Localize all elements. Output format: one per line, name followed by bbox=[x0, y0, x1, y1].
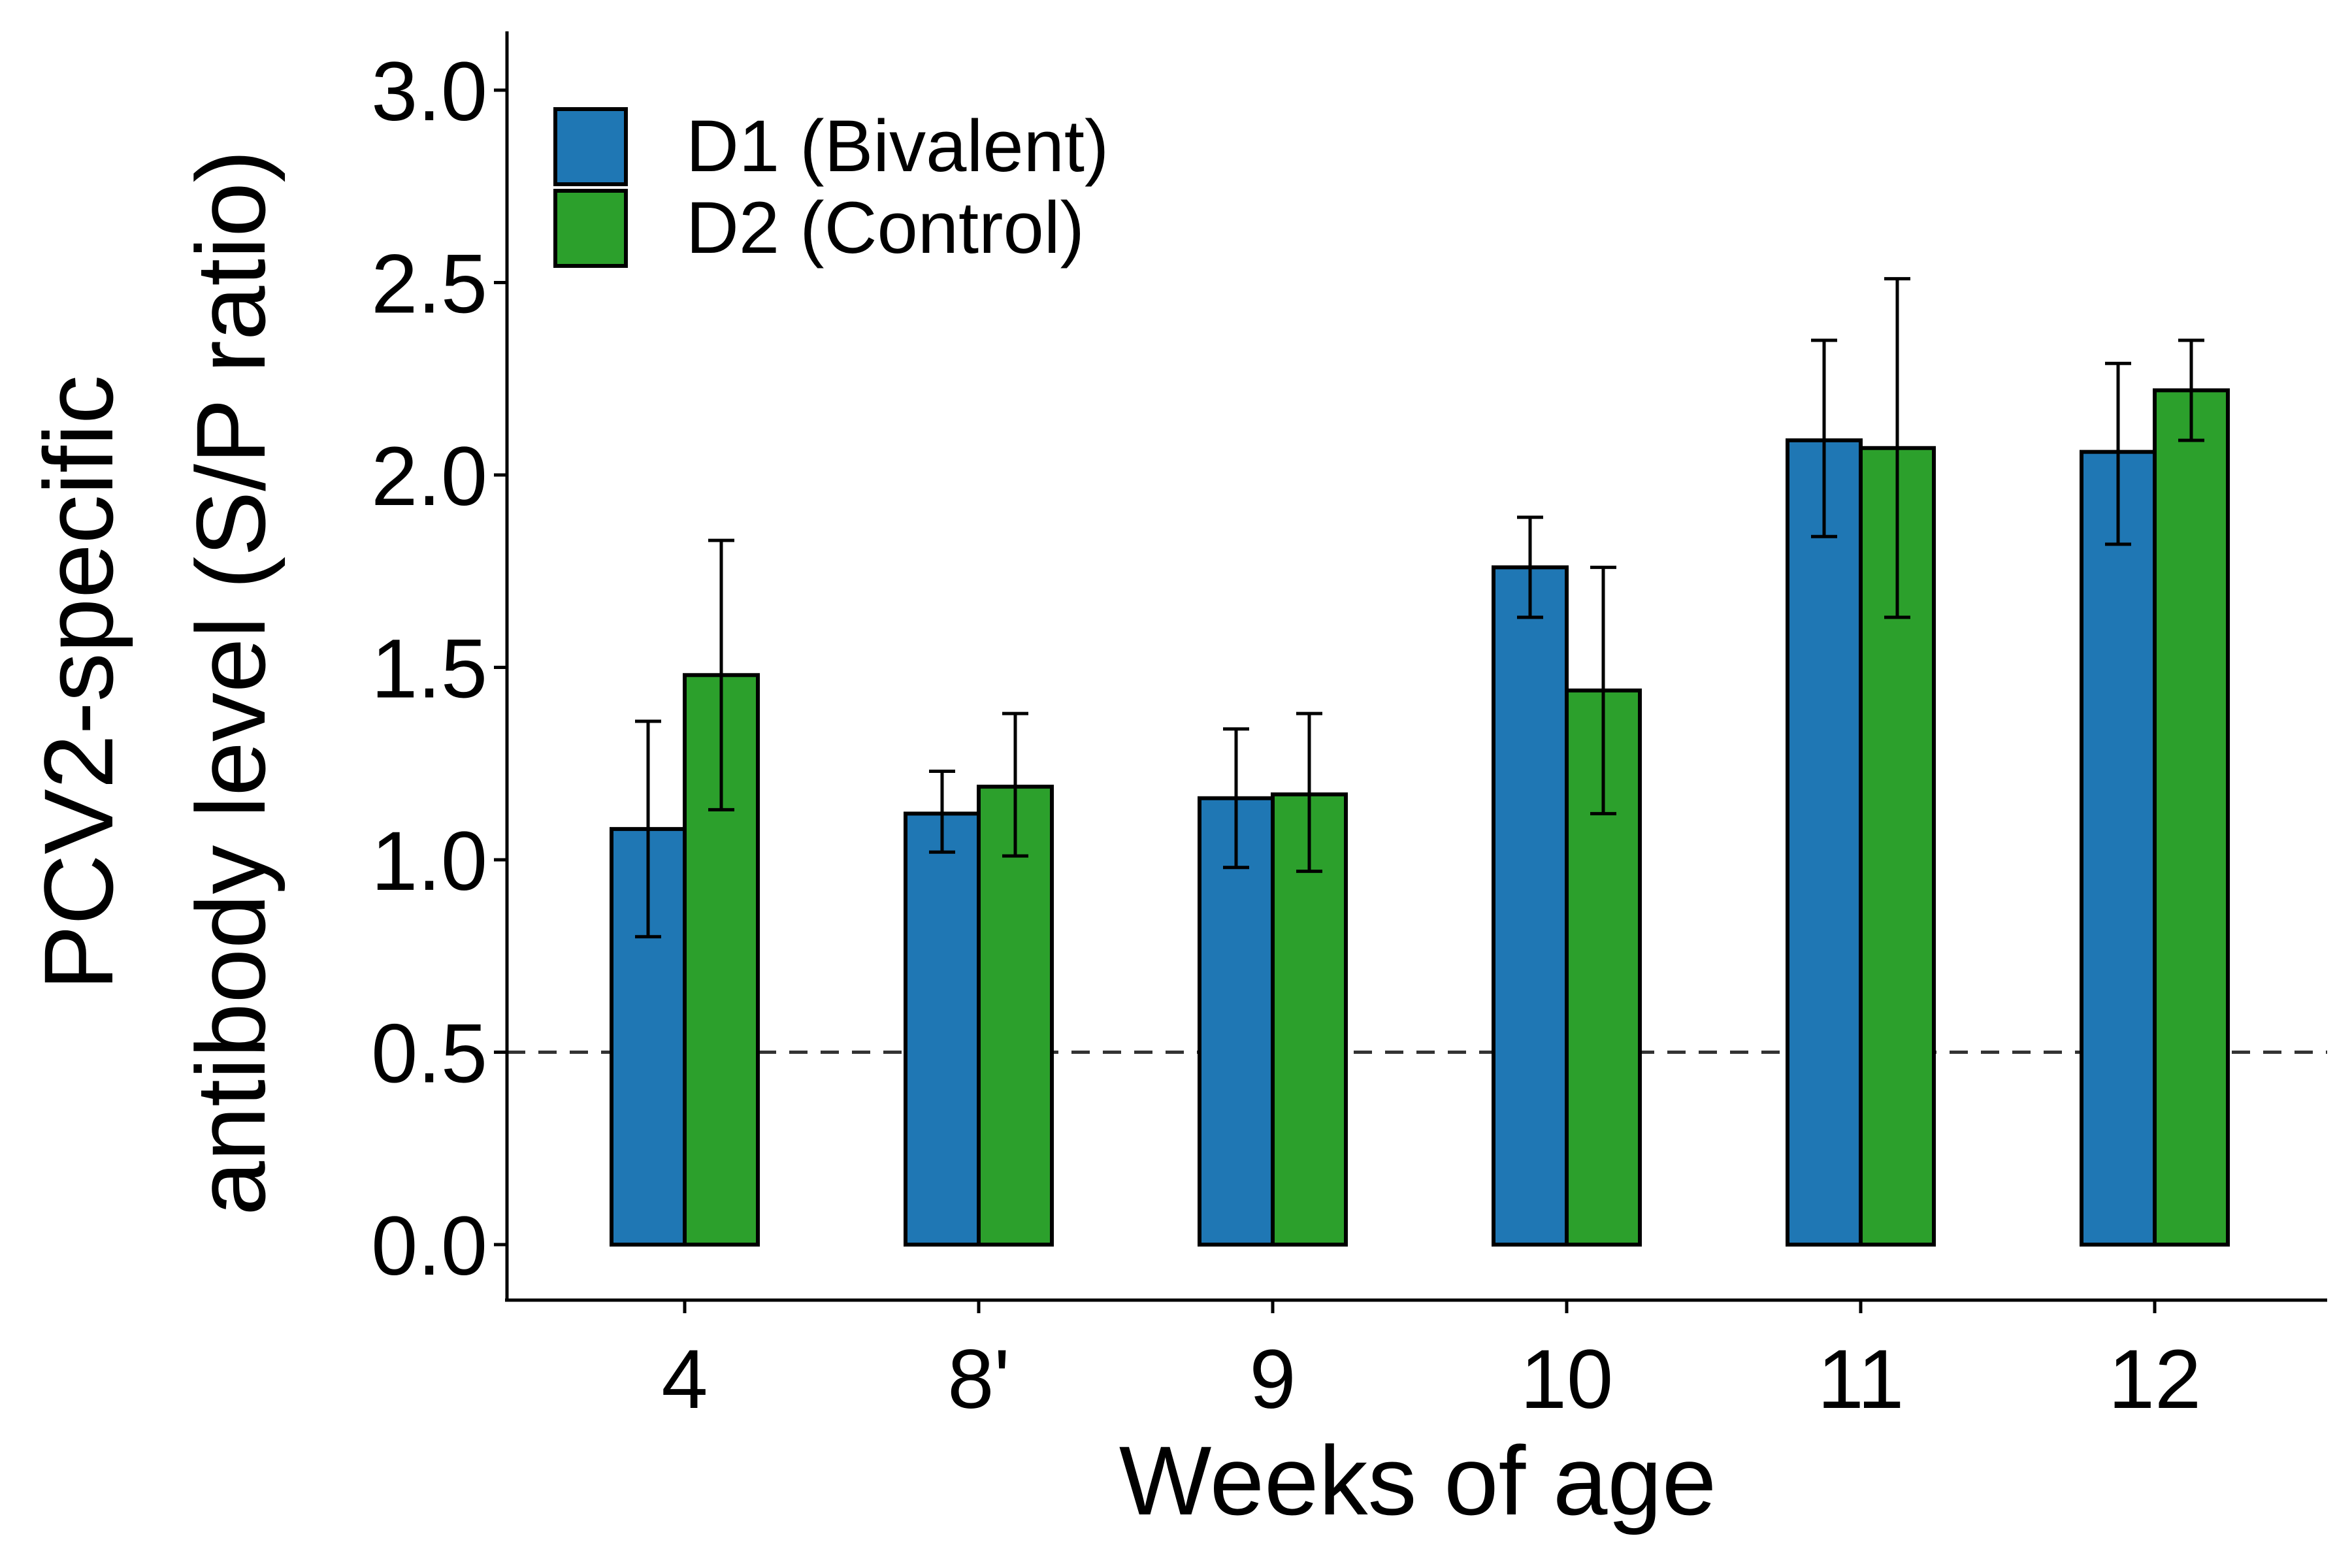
y-tick-label: 1.0 bbox=[371, 815, 487, 908]
legend-label-d2: D2 (Control) bbox=[686, 187, 1085, 269]
y-axis-title-line-2: antibody level (S/P ratio) bbox=[176, 150, 286, 1215]
x-tick-label: 10 bbox=[1520, 1333, 1613, 1426]
legend-swatch-d2 bbox=[553, 189, 628, 268]
x-tick-label: 8' bbox=[947, 1333, 1010, 1426]
bar-d1 bbox=[904, 811, 981, 1247]
y-tick-label: 2.0 bbox=[371, 430, 487, 523]
y-axis-title-line-1: PCV2-specific bbox=[24, 375, 133, 990]
x-tick-label: 4 bbox=[661, 1333, 708, 1426]
legend-swatch-d1 bbox=[553, 107, 628, 186]
y-tick-label: 1.5 bbox=[371, 623, 487, 716]
x-axis-title: Weeks of age bbox=[1119, 1426, 1716, 1535]
y-tick-label: 3.0 bbox=[371, 45, 487, 139]
bar-d1 bbox=[1786, 438, 1863, 1247]
x-tick-label: 11 bbox=[1818, 1333, 1904, 1426]
x-tick-label: 12 bbox=[2108, 1333, 2201, 1426]
x-tick-label: 9 bbox=[1249, 1333, 1296, 1426]
y-tick-label: 0.5 bbox=[371, 1007, 487, 1101]
bar-d2 bbox=[2153, 388, 2230, 1247]
y-tick-label: 0.0 bbox=[371, 1200, 487, 1293]
bar-d2 bbox=[683, 673, 760, 1247]
legend-label-d1: D1 (Bivalent) bbox=[686, 105, 1109, 187]
y-tick-label: 2.5 bbox=[371, 238, 487, 331]
bar-d1 bbox=[2080, 449, 2157, 1247]
bar-d1 bbox=[1492, 565, 1569, 1247]
